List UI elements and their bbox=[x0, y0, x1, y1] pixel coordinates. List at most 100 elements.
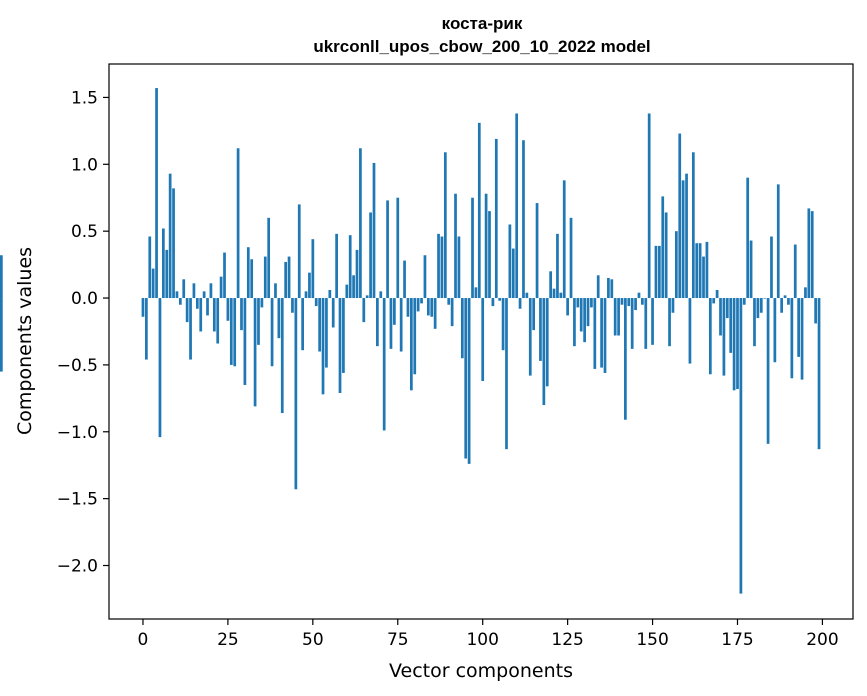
bar bbox=[566, 298, 569, 316]
y-tick-label: −1.0 bbox=[57, 423, 98, 443]
bar bbox=[535, 203, 539, 299]
bar bbox=[732, 298, 736, 391]
bar bbox=[365, 295, 369, 299]
bar bbox=[151, 268, 155, 299]
bar bbox=[280, 298, 284, 414]
bar bbox=[352, 275, 355, 299]
bar bbox=[260, 298, 264, 308]
bar bbox=[627, 298, 631, 307]
bar bbox=[658, 245, 661, 299]
bar bbox=[763, 298, 767, 299]
bar bbox=[308, 272, 311, 299]
bar bbox=[158, 298, 162, 438]
bar bbox=[494, 138, 498, 299]
bar bbox=[338, 298, 342, 393]
bar bbox=[630, 298, 634, 349]
bar bbox=[511, 248, 515, 299]
bar bbox=[725, 298, 729, 319]
bar bbox=[695, 243, 699, 299]
bar bbox=[297, 204, 301, 299]
bar bbox=[267, 217, 271, 299]
bar bbox=[250, 259, 254, 299]
bar bbox=[386, 200, 389, 299]
bar bbox=[437, 233, 440, 299]
bar bbox=[233, 298, 237, 367]
bar bbox=[532, 298, 536, 331]
bar bbox=[780, 298, 784, 313]
bar bbox=[583, 298, 586, 343]
bar bbox=[539, 298, 542, 361]
bar bbox=[708, 298, 712, 375]
bar bbox=[739, 298, 743, 594]
bar bbox=[698, 243, 702, 299]
x-axis-ticks: 0 25 50 75 100 125 150 175 200 bbox=[138, 619, 839, 650]
y-tick-label: 1.0 bbox=[71, 155, 98, 175]
bar bbox=[464, 298, 468, 459]
bar bbox=[355, 249, 359, 299]
bar bbox=[481, 298, 485, 381]
bar bbox=[165, 249, 169, 299]
bar bbox=[515, 113, 519, 299]
bar bbox=[613, 298, 617, 336]
bar bbox=[284, 261, 288, 299]
bar bbox=[253, 298, 257, 407]
bar bbox=[814, 298, 817, 324]
y-tick-label: −1.5 bbox=[57, 490, 98, 510]
bar bbox=[206, 298, 209, 316]
bar bbox=[420, 298, 423, 304]
bar bbox=[549, 271, 552, 299]
x-tick-label: 150 bbox=[636, 630, 668, 650]
bar bbox=[477, 122, 481, 299]
bar bbox=[590, 298, 593, 308]
bar bbox=[426, 298, 430, 316]
bar bbox=[141, 298, 145, 317]
bar bbox=[311, 239, 315, 299]
bar bbox=[559, 292, 563, 299]
bar bbox=[654, 245, 658, 299]
bar bbox=[226, 298, 230, 321]
bar bbox=[783, 295, 787, 299]
bar bbox=[212, 298, 216, 332]
bar bbox=[607, 277, 610, 299]
bar bbox=[209, 283, 213, 299]
bar bbox=[430, 298, 434, 317]
x-tick-label: 75 bbox=[387, 630, 409, 650]
bar bbox=[393, 298, 396, 325]
bar bbox=[467, 298, 471, 464]
bar bbox=[345, 284, 349, 299]
bar bbox=[664, 212, 668, 299]
bar bbox=[359, 148, 362, 299]
bar bbox=[331, 298, 335, 328]
bar bbox=[491, 298, 495, 307]
y-tick-label: −0.5 bbox=[57, 356, 98, 376]
bar bbox=[243, 298, 247, 385]
bar bbox=[776, 184, 780, 299]
bar bbox=[263, 256, 267, 299]
bar bbox=[742, 298, 746, 305]
bar bbox=[522, 140, 525, 299]
bar bbox=[178, 298, 182, 305]
bar bbox=[335, 233, 338, 299]
bar bbox=[817, 298, 821, 450]
bar bbox=[688, 298, 692, 364]
bar bbox=[525, 292, 529, 299]
x-axis-label: Vector components bbox=[389, 660, 573, 682]
bar bbox=[644, 298, 648, 349]
bar bbox=[274, 283, 277, 299]
bar bbox=[685, 173, 688, 299]
bar bbox=[471, 197, 474, 299]
x-tick-label: 50 bbox=[302, 630, 324, 650]
bar bbox=[474, 287, 478, 299]
y-tick-label: 1.5 bbox=[71, 88, 98, 108]
bar bbox=[182, 279, 186, 299]
bar bbox=[270, 298, 274, 367]
bar bbox=[793, 244, 797, 299]
bar bbox=[195, 298, 199, 309]
bar bbox=[202, 291, 206, 299]
bar bbox=[753, 298, 756, 347]
bar bbox=[637, 292, 641, 299]
bar bbox=[678, 133, 682, 299]
bar bbox=[770, 236, 773, 299]
bar bbox=[277, 298, 281, 339]
